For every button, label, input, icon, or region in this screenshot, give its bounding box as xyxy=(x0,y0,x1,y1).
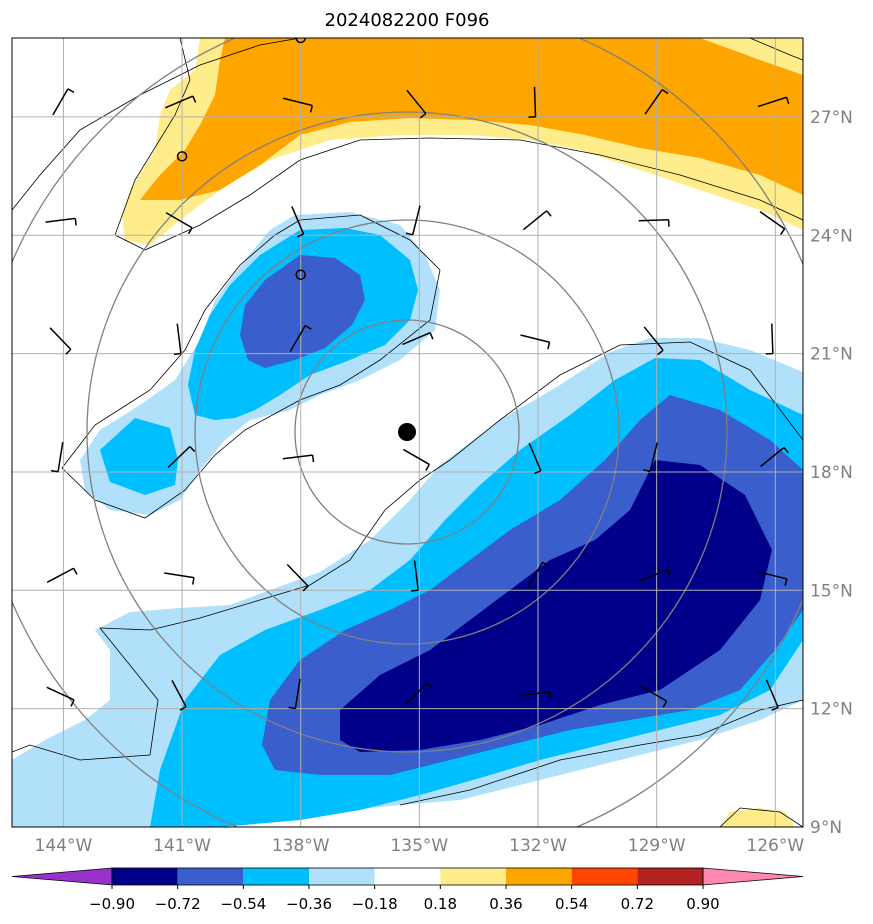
contour-negative-darkest-se xyxy=(340,460,772,752)
wind-barb-11 xyxy=(522,210,552,231)
wind-barb-17 xyxy=(402,332,434,346)
storm-center-marker xyxy=(398,423,416,441)
colorbar-label-7: 0.54 xyxy=(555,895,588,913)
map-area xyxy=(12,38,803,827)
map-title: 2024082200 F096 xyxy=(325,10,490,31)
wind-barb-23 xyxy=(282,454,315,463)
wind-barb-6 xyxy=(757,96,790,108)
wind-barbs xyxy=(45,38,790,711)
wind-barb-7 xyxy=(45,217,77,226)
wind-barb-13 xyxy=(759,211,786,236)
wind-barb-36 xyxy=(171,680,187,711)
calm-wind-circle-1 xyxy=(295,269,306,280)
contour-negative-dark-nw xyxy=(240,255,365,368)
lon-label-4: 132°W xyxy=(509,836,567,856)
lon-label-3: 135°W xyxy=(390,836,448,856)
colorbar-labels: −0.90 −0.72 −0.54 −0.36 −0.18 0.18 0.36 0.54 0.7… xyxy=(89,885,720,913)
longitude-labels: 144°W 141°W 138°W 135°W 132°W 129°W 126°W xyxy=(35,836,805,856)
wind-barb-10 xyxy=(405,205,421,236)
colorbar-extend-high xyxy=(702,867,804,886)
wind-barb-22 xyxy=(167,445,196,468)
wind-barb-26 xyxy=(643,442,659,473)
colorbar-label-0: −0.90 xyxy=(89,895,135,913)
wind-barb-15 xyxy=(173,323,182,356)
colorbar-swatch-6 xyxy=(440,868,506,885)
colorbar-label-6: 0.36 xyxy=(489,895,522,913)
wind-barb-30 xyxy=(286,563,309,592)
colorbar-label-2: −0.54 xyxy=(220,895,266,913)
contour-positive-light-se xyxy=(720,808,795,827)
map-frame xyxy=(11,37,804,828)
lat-label-0: 27°N xyxy=(810,108,853,128)
wind-barb-40 xyxy=(640,685,668,708)
colorbar-label-4: −0.18 xyxy=(352,895,398,913)
colorbar-frame xyxy=(111,867,704,886)
colorbar-swatch-3 xyxy=(243,868,309,885)
lat-label-5: 12°N xyxy=(810,700,853,720)
wind-barb-24 xyxy=(402,448,431,471)
colorbar-extend-low xyxy=(11,867,113,886)
lat-label-6: 9°N xyxy=(810,818,842,838)
lon-label-2: 138°W xyxy=(272,836,330,856)
wind-barb-39 xyxy=(520,691,552,699)
wind-barb-28 xyxy=(46,567,78,584)
lon-label-0: 144°W xyxy=(35,836,93,856)
latitude-labels: 27°N 24°N 21°N 18°N 15°N 12°N 9°N xyxy=(810,108,853,838)
wind-barb-9 xyxy=(291,206,305,238)
colorbar-swatch-7 xyxy=(506,868,572,885)
lat-label-1: 24°N xyxy=(810,226,853,246)
wind-barb-18 xyxy=(520,334,551,350)
wind-barb-34 xyxy=(757,570,788,586)
calm-wind-circle-2 xyxy=(295,38,306,44)
wind-barb-41 xyxy=(765,679,779,711)
wind-barb-33 xyxy=(639,568,671,582)
wind-barb-5 xyxy=(644,88,669,115)
lon-label-6: 126°W xyxy=(746,836,804,856)
colorbar-label-9: 0.90 xyxy=(686,895,719,913)
colorbar-label-5: 0.18 xyxy=(424,895,457,913)
colorbar xyxy=(11,867,804,886)
colorbar-label-8: 0.72 xyxy=(621,895,654,913)
wind-barb-32 xyxy=(526,561,549,589)
colorbar-label-1: −0.72 xyxy=(155,895,201,913)
wind-barb-8 xyxy=(165,212,193,235)
wind-barb-16 xyxy=(289,324,312,352)
lat-label-3: 18°N xyxy=(810,463,853,483)
colorbar-swatch-1 xyxy=(112,868,178,885)
wind-barb-29 xyxy=(164,572,195,585)
wind-barb-0 xyxy=(52,88,75,116)
wind-barb-14 xyxy=(49,327,72,355)
wind-barb-21 xyxy=(51,442,64,473)
colorbar-swatch-9 xyxy=(637,868,703,885)
wind-barb-38 xyxy=(405,682,433,705)
colorbar-swatch-4 xyxy=(309,868,375,885)
wind-barb-1 xyxy=(164,95,197,109)
colorbar-swatch-8 xyxy=(571,868,638,885)
wind-barb-35 xyxy=(46,686,75,707)
lat-label-2: 21°N xyxy=(810,345,853,365)
lon-label-1: 141°W xyxy=(153,836,211,856)
wind-barb-19 xyxy=(643,326,664,356)
wind-barb-12 xyxy=(638,218,670,227)
wind-barb-4 xyxy=(528,86,537,118)
lon-label-5: 129°W xyxy=(628,836,686,856)
wind-barb-3 xyxy=(406,89,427,119)
wind-barb-37 xyxy=(288,678,301,710)
colorbar-swatch-2 xyxy=(177,868,244,885)
wind-barb-27 xyxy=(760,446,789,467)
wind-barb-31 xyxy=(411,560,419,592)
wind-barb-2 xyxy=(282,97,313,113)
colorbar-label-3: −0.36 xyxy=(286,895,332,913)
calm-wind-circle-0 xyxy=(176,151,188,162)
colorbar-swatch-5 xyxy=(374,868,441,885)
contour-negative-medium-west xyxy=(100,418,178,495)
wind-barb-25 xyxy=(528,442,542,475)
wind-barb-20 xyxy=(765,323,774,355)
range-rings xyxy=(12,38,803,827)
lat-label-4: 15°N xyxy=(810,581,853,601)
